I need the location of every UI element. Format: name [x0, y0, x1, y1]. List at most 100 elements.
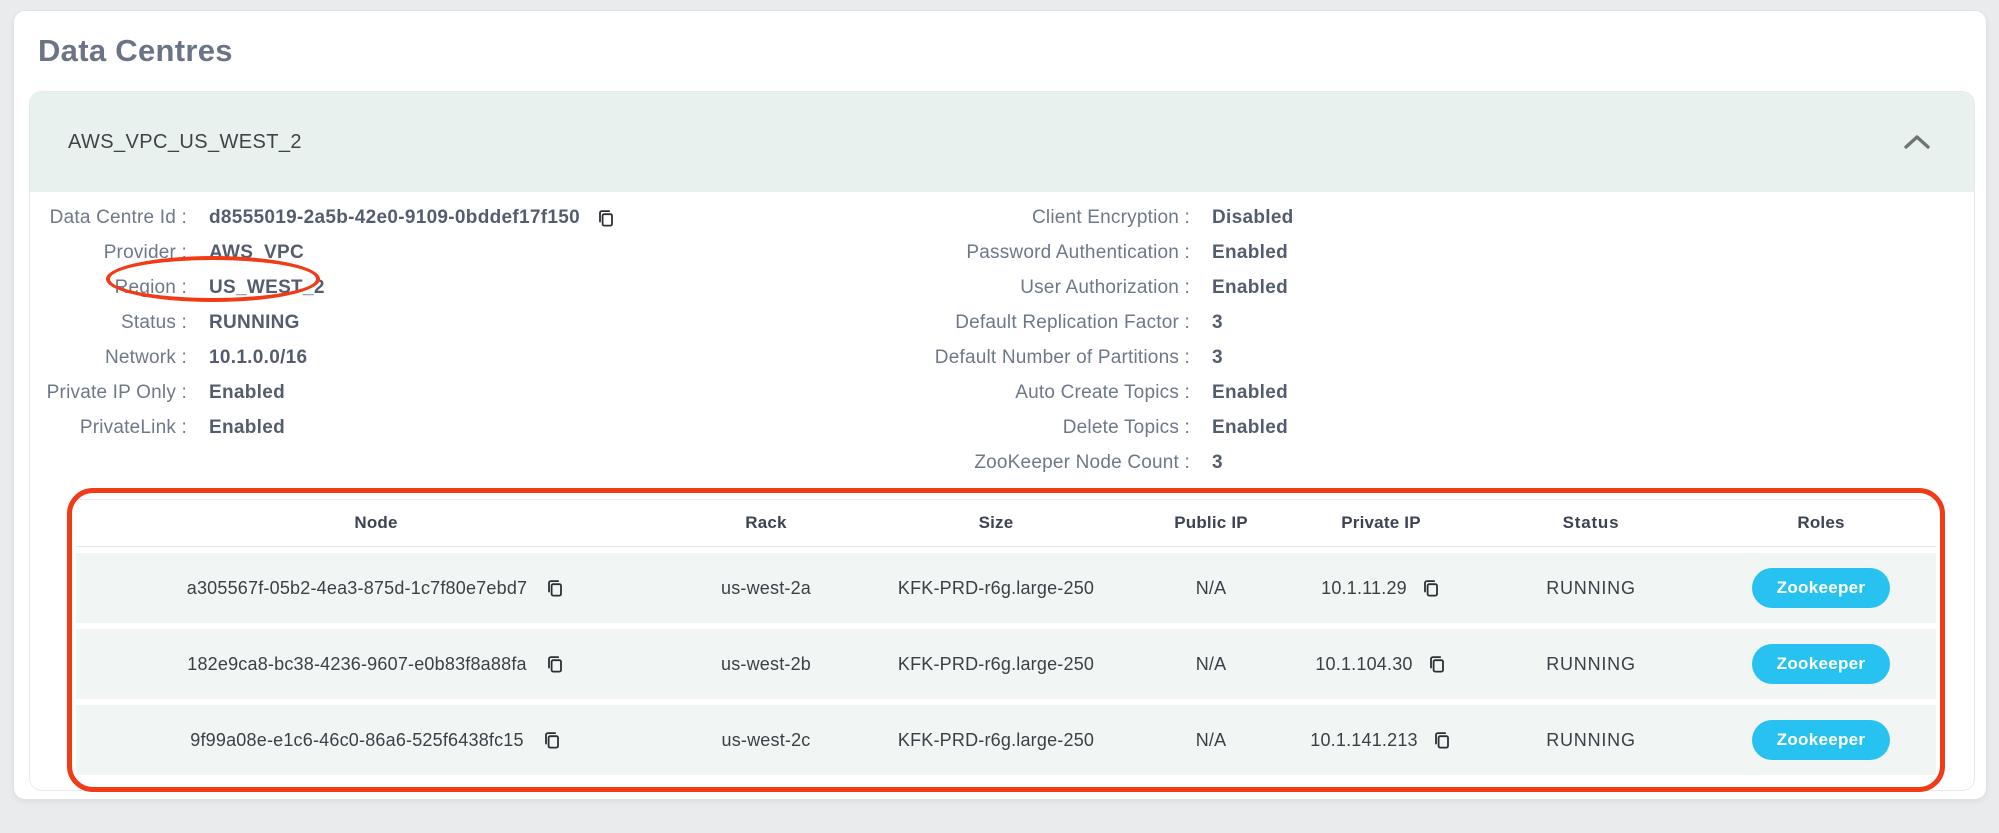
detail-label: PrivateLink :: [79, 416, 187, 438]
column-header-node: Node: [354, 513, 398, 532]
detail-row: Default Replication Factor : 3: [890, 305, 1294, 340]
nodes-table: Node Rack Size Public IP Private IP Stat…: [76, 499, 1936, 775]
detail-row: Provider : AWS_VPC: [30, 235, 890, 270]
column-header-roles: Roles: [1797, 513, 1845, 532]
copy-icon[interactable]: [1432, 730, 1452, 750]
detail-row: Region : US_WEST_2: [30, 270, 890, 305]
detail-row: Status : RUNNING: [30, 305, 890, 340]
datacentre-panel-body: Data Centre Id : d8555019-2a5b-42e0-9109…: [30, 192, 1974, 792]
status-value: RUNNING: [209, 311, 300, 333]
datacentre-name: AWS_VPC_US_WEST_2: [68, 130, 302, 153]
detail-label: Region :: [114, 276, 187, 298]
private-ip: 10.1.104.30: [1315, 653, 1413, 674]
datacentre-id: d8555019-2a5b-42e0-9109-0bddef17f150: [209, 206, 580, 228]
page-title: Data Centres: [38, 33, 233, 68]
roles-cell: Zookeeper: [1706, 568, 1936, 608]
public-ip-cell: N/A: [1195, 729, 1227, 750]
detail-row: Network : 10.1.0.0/16: [30, 340, 890, 375]
column-header-public-ip: Public IP: [1174, 513, 1248, 532]
size-cell: KFK-PRD-r6g.large-250: [897, 577, 1095, 598]
role-badge[interactable]: Zookeeper: [1751, 568, 1891, 608]
node-id: 182e9ca8-bc38-4236-9607-e0b83f8a88fa: [187, 653, 527, 674]
datacentre-details: Data Centre Id : d8555019-2a5b-42e0-9109…: [30, 200, 1974, 480]
node-id: 9f99a08e-e1c6-46c0-86a6-525f6438fc15: [190, 729, 524, 750]
detail-row: Data Centre Id : d8555019-2a5b-42e0-9109…: [30, 200, 890, 235]
copy-icon[interactable]: [542, 730, 562, 750]
node-cell: 9f99a08e-e1c6-46c0-86a6-525f6438fc15: [76, 730, 676, 751]
detail-label: Default Number of Partitions :: [934, 346, 1190, 368]
user-authorization-value: Enabled: [1212, 276, 1289, 298]
detail-row: Private IP Only : Enabled: [30, 375, 890, 410]
datacentre-panel: AWS_VPC_US_WEST_2 Data Centre Id : d8555…: [29, 91, 1975, 792]
roles-cell: Zookeeper: [1706, 644, 1936, 684]
rack-cell: us-west-2a: [720, 577, 812, 598]
datacentre-panel-header[interactable]: AWS_VPC_US_WEST_2: [30, 92, 1974, 192]
column-header-rack: Rack: [745, 513, 787, 532]
table-row: 9f99a08e-e1c6-46c0-86a6-525f6438fc15 us-…: [76, 705, 1936, 775]
rack-cell: us-west-2b: [720, 653, 812, 674]
copy-icon[interactable]: [545, 578, 565, 598]
detail-label: Data Centre Id :: [49, 206, 187, 228]
private-ip: 10.1.11.29: [1321, 577, 1407, 598]
detail-label: Status :: [120, 311, 187, 333]
detail-label: Network :: [104, 346, 187, 368]
detail-row: PrivateLink : Enabled: [30, 410, 890, 445]
region-value: US_WEST_2: [209, 276, 325, 298]
detail-label: User Authorization :: [1020, 276, 1190, 298]
size-cell: KFK-PRD-r6g.large-250: [897, 729, 1095, 750]
copy-icon[interactable]: [596, 208, 616, 228]
detail-label: Client Encryption :: [1032, 206, 1190, 228]
copy-icon[interactable]: [1427, 654, 1447, 674]
client-encryption-value: Disabled: [1212, 206, 1294, 228]
detail-row: Delete Topics : Enabled: [890, 410, 1294, 445]
private-ip: 10.1.141.213: [1310, 729, 1418, 750]
table-row: a305567f-05b2-4ea3-875d-1c7f80e7ebd7 us-…: [76, 553, 1936, 623]
table-row: 182e9ca8-bc38-4236-9607-e0b83f8a88fa us-…: [76, 629, 1936, 699]
role-badge[interactable]: Zookeeper: [1751, 644, 1891, 684]
password-auth-value: Enabled: [1212, 241, 1289, 263]
details-column-right: Client Encryption : Disabled Password Au…: [890, 200, 1294, 480]
node-id: a305567f-05b2-4ea3-875d-1c7f80e7ebd7: [186, 577, 528, 598]
partitions-value: 3: [1212, 346, 1223, 368]
detail-row: Auto Create Topics : Enabled: [890, 375, 1294, 410]
column-header-size: Size: [978, 513, 1014, 532]
status-cell: RUNNING: [1546, 729, 1636, 750]
detail-label: Default Replication Factor :: [955, 311, 1190, 333]
detail-label: Auto Create Topics :: [1015, 381, 1190, 403]
privatelink-value: Enabled: [209, 416, 286, 438]
detail-label: Provider :: [103, 241, 187, 263]
roles-cell: Zookeeper: [1706, 720, 1936, 760]
details-column-left: Data Centre Id : d8555019-2a5b-42e0-9109…: [30, 200, 890, 480]
private-ip-cell: 10.1.11.29: [1286, 578, 1476, 599]
node-cell: 182e9ca8-bc38-4236-9607-e0b83f8a88fa: [76, 654, 676, 675]
auto-create-topics-value: Enabled: [1212, 381, 1289, 403]
detail-label: Password Authentication :: [966, 241, 1190, 263]
provider-value: AWS_VPC: [209, 241, 305, 263]
detail-row: Client Encryption : Disabled: [890, 200, 1294, 235]
detail-value: d8555019-2a5b-42e0-9109-0bddef17f150: [209, 207, 616, 229]
private-ip-cell: 10.1.104.30: [1286, 654, 1476, 675]
status-cell: RUNNING: [1546, 653, 1636, 674]
detail-row: ZooKeeper Node Count : 3: [890, 445, 1294, 480]
chevron-up-icon[interactable]: [1902, 133, 1932, 151]
detail-label: Private IP Only :: [46, 381, 187, 403]
detail-row: Default Number of Partitions : 3: [890, 340, 1294, 375]
rack-cell: us-west-2c: [721, 729, 811, 750]
replication-factor-value: 3: [1212, 311, 1223, 333]
copy-icon[interactable]: [545, 654, 565, 674]
delete-topics-value: Enabled: [1212, 416, 1289, 438]
role-badge[interactable]: Zookeeper: [1751, 720, 1891, 760]
public-ip-cell: N/A: [1195, 577, 1227, 598]
public-ip-cell: N/A: [1195, 653, 1227, 674]
node-cell: a305567f-05b2-4ea3-875d-1c7f80e7ebd7: [76, 578, 676, 599]
detail-row: Password Authentication : Enabled: [890, 235, 1294, 270]
detail-row: User Authorization : Enabled: [890, 270, 1294, 305]
nodes-table-header: Node Rack Size Public IP Private IP Stat…: [76, 499, 1936, 547]
network-value: 10.1.0.0/16: [209, 346, 308, 368]
column-header-private-ip: Private IP: [1341, 513, 1421, 532]
copy-icon[interactable]: [1421, 578, 1441, 598]
status-cell: RUNNING: [1546, 577, 1636, 598]
data-centres-page: Data Centres AWS_VPC_US_WEST_2 Data Cent…: [13, 10, 1987, 800]
private-ip-only-value: Enabled: [209, 381, 286, 403]
detail-label: Delete Topics :: [1062, 416, 1190, 438]
